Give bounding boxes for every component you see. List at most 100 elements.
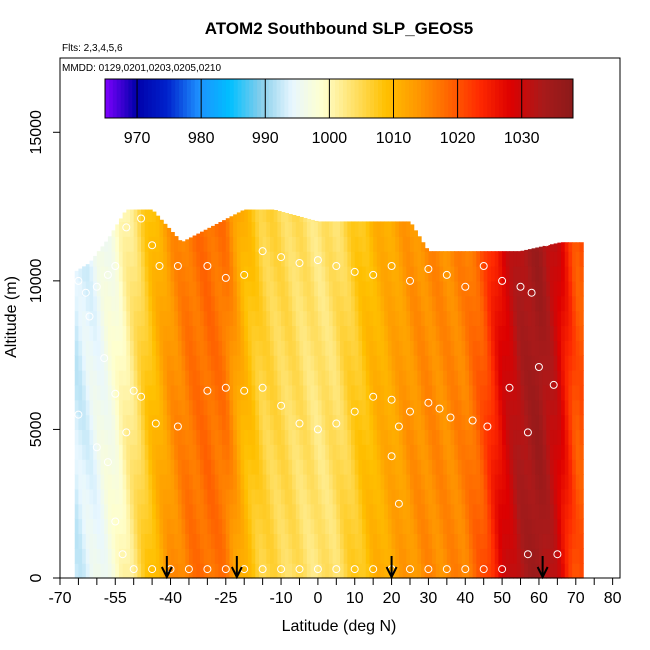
heatmap-cell bbox=[513, 325, 518, 341]
heatmap-cell bbox=[428, 310, 433, 327]
heatmap-cell bbox=[487, 310, 492, 327]
heatmap-cell bbox=[354, 280, 360, 297]
heatmap-cell bbox=[513, 370, 518, 386]
heatmap-cell bbox=[550, 429, 555, 445]
heatmap-cell bbox=[373, 295, 378, 312]
heatmap-cell bbox=[214, 488, 220, 505]
heatmap-cell bbox=[262, 325, 267, 341]
heatmap-cell bbox=[107, 429, 113, 445]
colorbar-segment bbox=[237, 79, 242, 118]
colorbar-segment bbox=[159, 79, 164, 118]
heatmap-cell bbox=[262, 533, 267, 549]
heatmap-cell bbox=[538, 355, 544, 371]
heatmap-cell bbox=[277, 488, 282, 505]
heatmap-cell bbox=[144, 444, 150, 460]
heatmap-cell bbox=[321, 384, 326, 401]
heatmap-cell bbox=[358, 518, 363, 535]
heatmap-cell bbox=[491, 563, 496, 579]
heatmap-cell bbox=[317, 503, 323, 520]
heatmap-cell bbox=[432, 429, 437, 445]
heatmap-cell bbox=[244, 429, 249, 445]
heatmap-cell bbox=[553, 370, 558, 386]
heatmap-cell bbox=[314, 474, 319, 490]
heatmap-cell bbox=[126, 503, 131, 520]
heatmap-cell bbox=[262, 370, 267, 386]
heatmap-cell bbox=[365, 503, 371, 520]
heatmap-cell bbox=[476, 563, 481, 579]
heatmap-cell bbox=[546, 459, 551, 475]
heatmap-cell bbox=[376, 474, 382, 490]
heatmap-cell bbox=[258, 429, 264, 445]
heatmap-cell bbox=[229, 518, 234, 535]
heatmap-cell bbox=[395, 474, 400, 490]
heatmap-cell bbox=[325, 370, 330, 386]
heatmap-cell bbox=[424, 399, 430, 416]
colorbar-segment bbox=[354, 79, 359, 118]
heatmap-cell bbox=[93, 370, 98, 386]
heatmap-cell bbox=[192, 548, 197, 564]
heatmap-cell bbox=[402, 474, 407, 490]
heatmap-cell bbox=[446, 384, 452, 401]
heatmap-cell bbox=[177, 384, 183, 401]
heatmap-cell bbox=[292, 474, 297, 490]
heatmap-cell bbox=[424, 310, 430, 327]
heatmap-cell bbox=[211, 370, 216, 386]
heatmap-cell bbox=[446, 563, 452, 579]
heatmap-cell bbox=[107, 414, 113, 431]
heatmap-cell bbox=[424, 295, 430, 312]
heatmap-cell bbox=[524, 325, 529, 341]
flight-track-point bbox=[479, 565, 488, 574]
heatmap-cell bbox=[277, 251, 282, 267]
heatmap-cell bbox=[538, 325, 544, 341]
heatmap-cell bbox=[373, 384, 378, 401]
heatmap-cell bbox=[299, 399, 304, 416]
heatmap-cell bbox=[177, 563, 183, 579]
heatmap-cell bbox=[192, 266, 197, 282]
heatmap-cell bbox=[122, 518, 127, 535]
colorbar-segment bbox=[222, 79, 227, 118]
heatmap-cell bbox=[365, 414, 371, 431]
heatmap-cell bbox=[93, 429, 98, 445]
heatmap-cell bbox=[299, 474, 304, 490]
heatmap-cell bbox=[328, 414, 334, 431]
heatmap-cell bbox=[435, 340, 441, 356]
heatmap-cell bbox=[413, 444, 418, 460]
heatmap-cell bbox=[203, 503, 208, 520]
heatmap-cell bbox=[321, 459, 326, 475]
heatmap-cell bbox=[457, 266, 463, 282]
heatmap-cell bbox=[251, 518, 256, 535]
heatmap-cell bbox=[78, 414, 83, 431]
heatmap-cell bbox=[410, 414, 415, 431]
heatmap-cell bbox=[137, 221, 142, 237]
heatmap-cell bbox=[354, 503, 360, 520]
heatmap-cell bbox=[491, 414, 496, 431]
heatmap-cell bbox=[369, 429, 374, 445]
heatmap-cell bbox=[520, 474, 525, 490]
heatmap-cell bbox=[380, 384, 385, 401]
heatmap-cell bbox=[498, 459, 503, 475]
heatmap-cell bbox=[181, 266, 186, 282]
heatmap-cell bbox=[233, 221, 238, 237]
heatmap-cell bbox=[546, 295, 551, 312]
heatmap-cell bbox=[358, 444, 363, 460]
heatmap-cell bbox=[159, 310, 164, 327]
heatmap-cell bbox=[428, 414, 433, 431]
heatmap-cell bbox=[159, 488, 164, 505]
heatmap-cell bbox=[74, 399, 80, 416]
heatmap-cell bbox=[100, 340, 105, 356]
colorbar-segment bbox=[218, 79, 223, 118]
heatmap-cell bbox=[262, 384, 267, 401]
heatmap-cell bbox=[358, 236, 363, 252]
heatmap-cell bbox=[174, 384, 179, 401]
heatmap-cell bbox=[347, 548, 352, 564]
heatmap-cell bbox=[122, 212, 127, 223]
heatmap-cell bbox=[417, 310, 422, 327]
heatmap-cell bbox=[258, 474, 264, 490]
heatmap-cell bbox=[247, 325, 253, 341]
heatmap-cell bbox=[155, 251, 161, 267]
heatmap-cell bbox=[406, 444, 411, 460]
heatmap-cell bbox=[476, 533, 481, 549]
colorbar-segment bbox=[436, 79, 441, 118]
heatmap-cell bbox=[538, 548, 544, 564]
heatmap-cell bbox=[163, 429, 168, 445]
